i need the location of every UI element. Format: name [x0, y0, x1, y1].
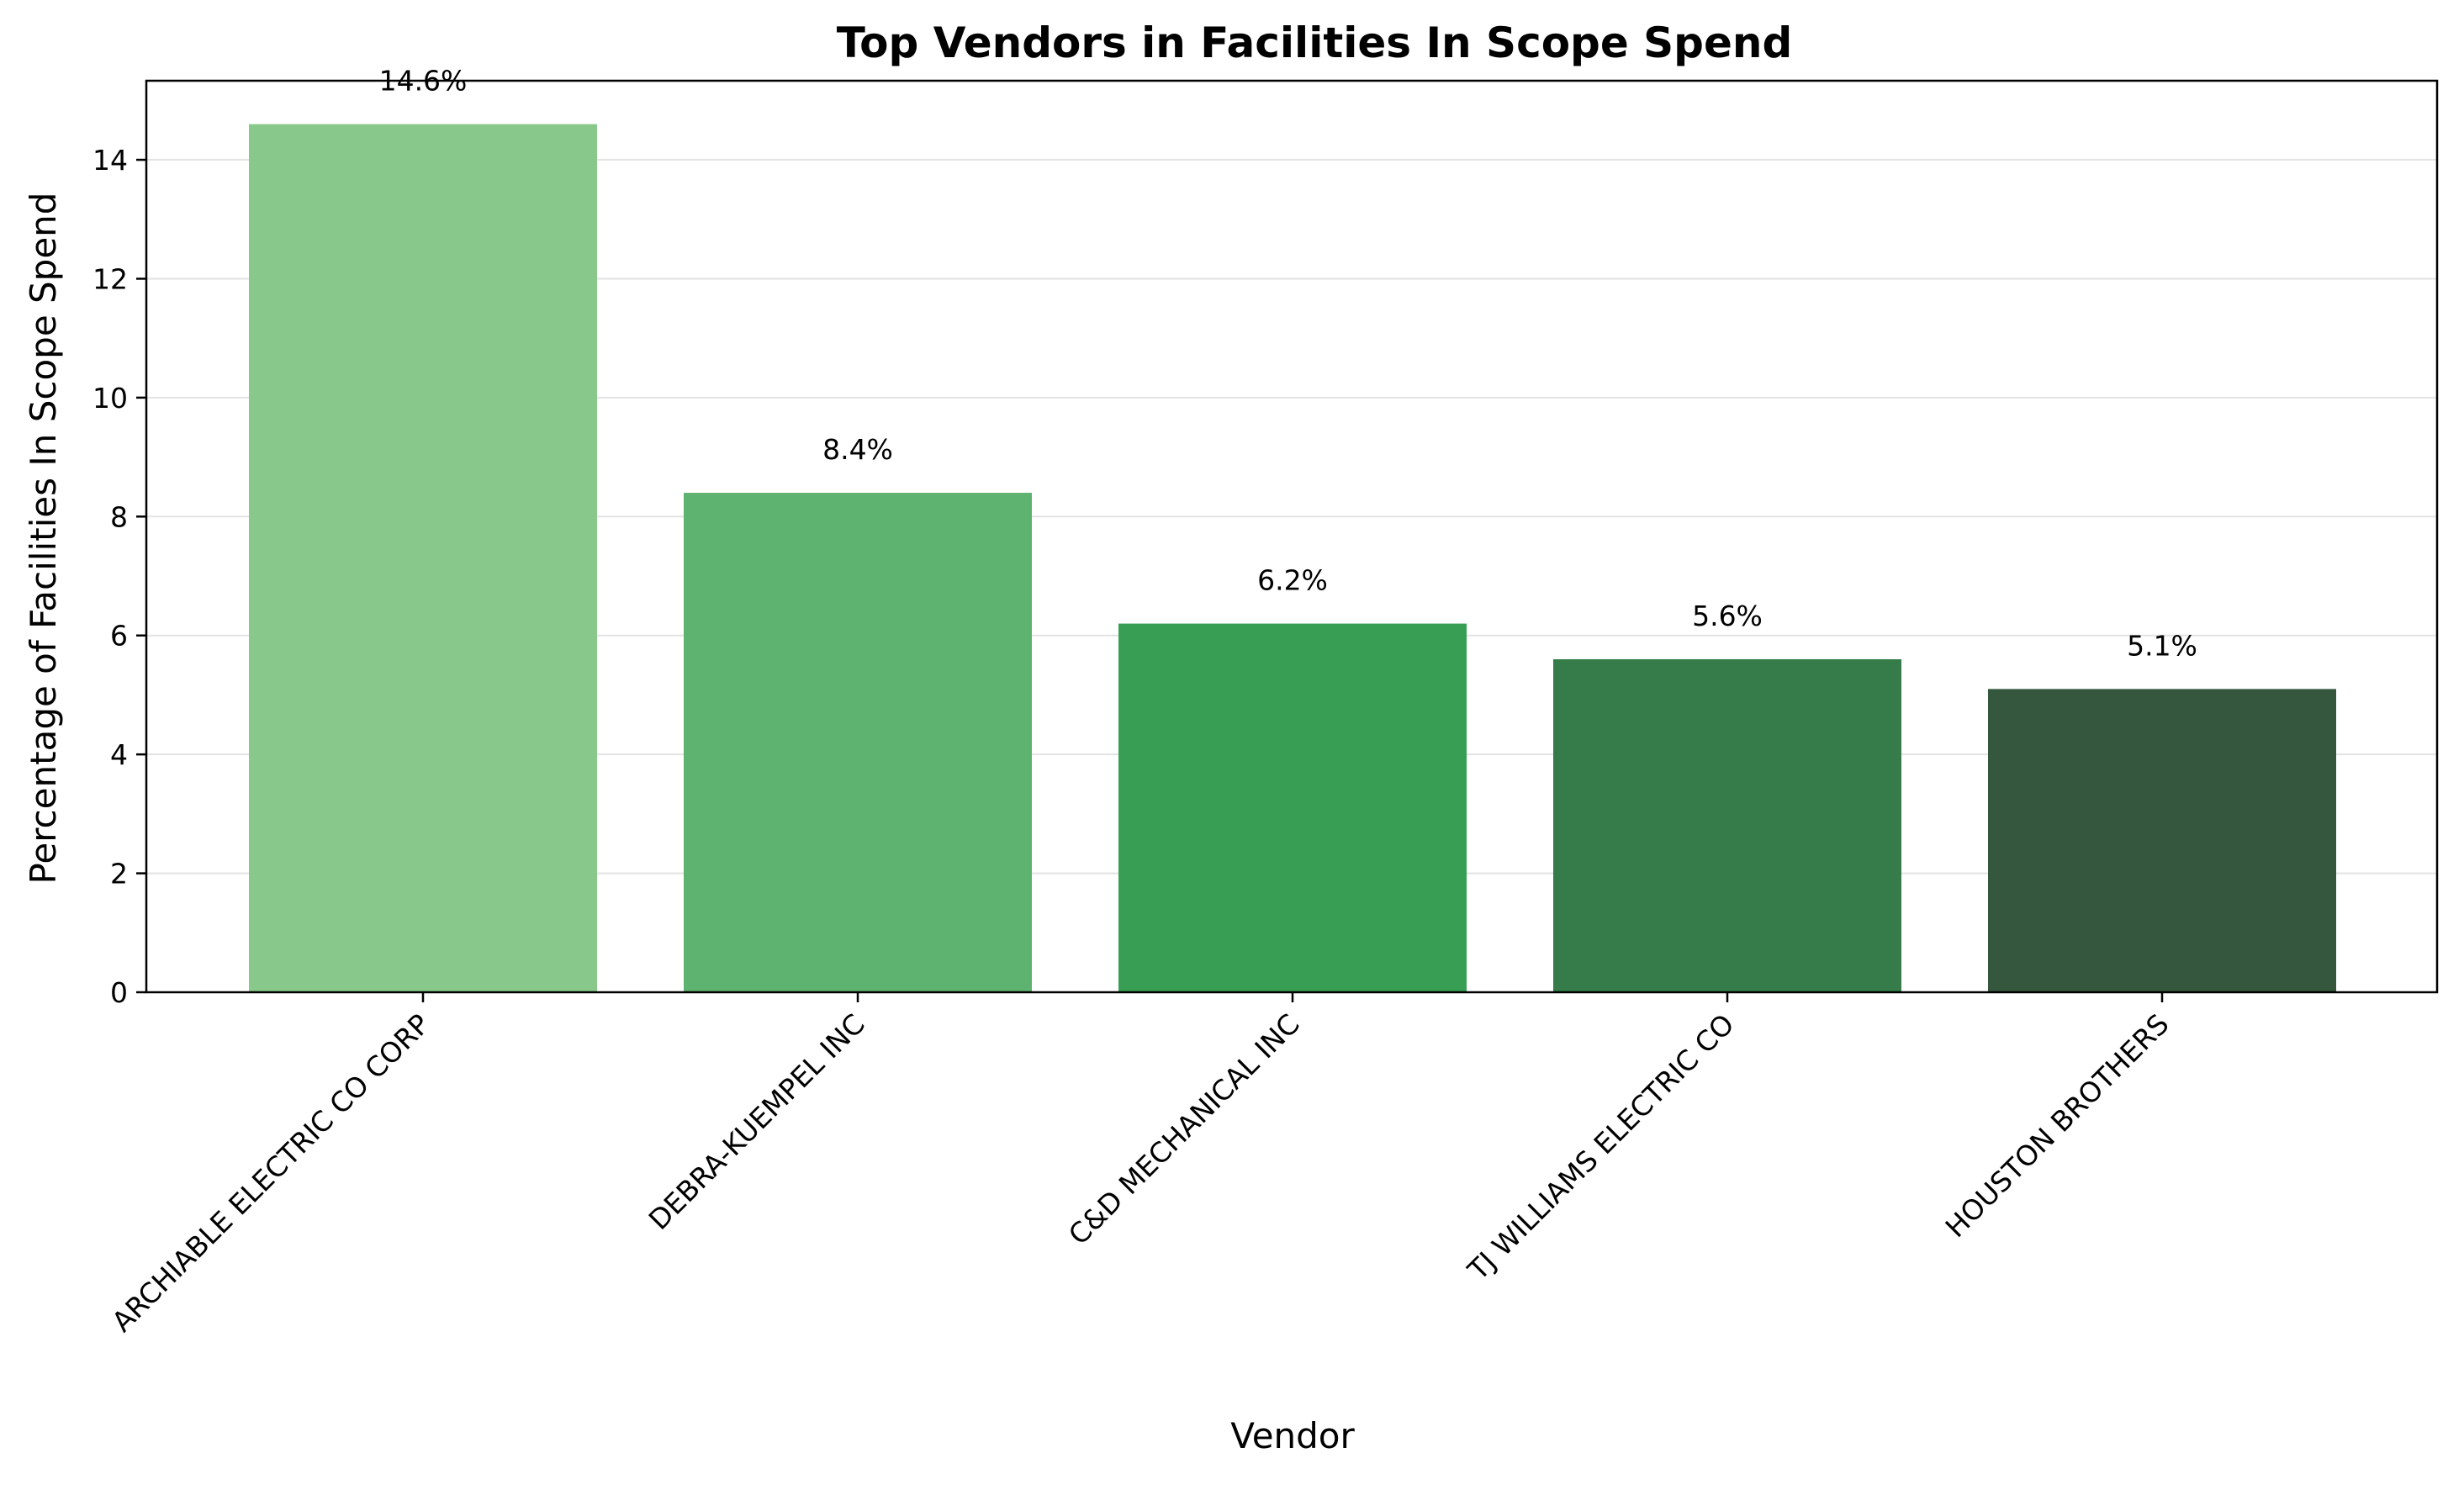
chart-title: Top Vendors in Facilities In Scope Spend — [837, 18, 1793, 67]
bars — [249, 124, 2336, 993]
x-tick-label: ARCHIABLE ELECTRIC CO CORP — [105, 1007, 436, 1338]
bar — [1988, 689, 2336, 992]
x-tick-label: DEBRA-KUEMPEL INC — [642, 1007, 871, 1236]
bar-data-label: 6.2% — [1257, 564, 1328, 597]
x-tick-label: HOUSTON BROTHERS — [1939, 1007, 2176, 1244]
x-axis: ARCHIABLE ELECTRIC CO CORP DEBRA-KUEMPEL … — [105, 992, 2176, 1338]
x-tick-label: C&D MECHANICAL INC — [1062, 1007, 1306, 1251]
x-axis-label: Vendor — [1230, 1415, 1355, 1456]
y-tick-label: 2 — [110, 858, 128, 890]
bar — [684, 493, 1032, 992]
x-tick-label: TJ WILLIAMS ELECTRIC CO — [1461, 1007, 1741, 1287]
bar-data-label: 5.6% — [1692, 600, 1763, 632]
y-tick-label: 4 — [110, 738, 128, 771]
bar-data-label: 8.4% — [822, 433, 893, 466]
y-tick-label: 12 — [93, 262, 128, 295]
y-tick-label: 10 — [93, 382, 128, 415]
y-axis: 0 2 4 6 8 10 12 14 — [93, 144, 146, 1009]
y-tick-label: 8 — [110, 500, 128, 533]
y-tick-label: 14 — [93, 144, 128, 177]
data-labels: 14.6%8.4%6.2%5.6%5.1% — [379, 65, 2197, 663]
bar-data-label: 5.1% — [2127, 629, 2197, 662]
bar — [1553, 659, 1901, 992]
y-tick-label: 6 — [110, 620, 128, 653]
y-tick-label: 0 — [110, 976, 128, 1009]
bar — [1118, 623, 1467, 992]
bar — [249, 124, 597, 993]
y-axis-label: Percentage of Facilities In Scope Spend — [23, 193, 64, 885]
